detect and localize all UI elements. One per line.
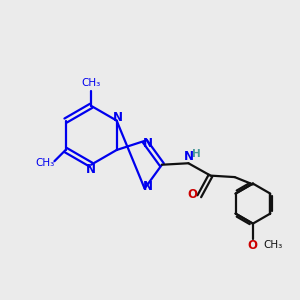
Text: CH₃: CH₃ xyxy=(263,240,283,250)
Text: CH₃: CH₃ xyxy=(82,78,101,88)
Text: N: N xyxy=(184,150,194,163)
Text: O: O xyxy=(188,188,198,201)
Text: N: N xyxy=(112,110,122,124)
Text: H: H xyxy=(192,148,200,158)
Text: O: O xyxy=(247,239,257,252)
Text: N: N xyxy=(85,163,95,176)
Text: N: N xyxy=(143,180,153,193)
Text: CH₃: CH₃ xyxy=(35,158,54,168)
Text: N: N xyxy=(142,137,153,150)
